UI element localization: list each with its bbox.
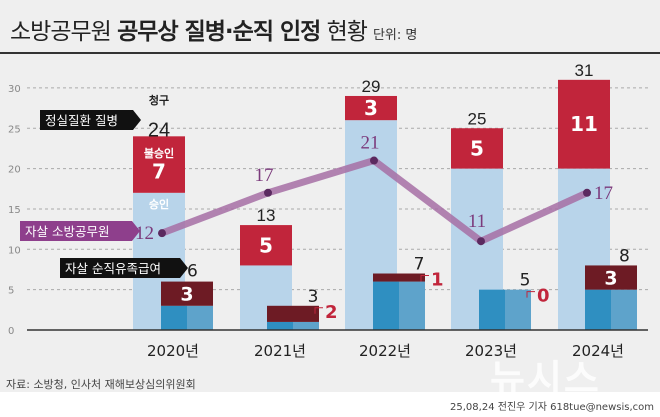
source-note: 자료: 소방청, 인사처 재해보상심의위원회 (6, 378, 196, 391)
suicide-value-label: 17 (255, 165, 274, 186)
rejected-header: 불승인 (144, 146, 174, 160)
claims-label: 29 (362, 77, 381, 96)
sub-bar-approved (373, 281, 399, 330)
suicide-benefit-tag (60, 258, 188, 278)
newsis-logo: 뉴시스 (490, 357, 601, 401)
suicide-value-label: 17 (594, 183, 613, 204)
claims-label: 13 (257, 206, 276, 225)
leader-line (314, 307, 323, 314)
suicide-value-label: 21 (361, 133, 380, 154)
suicide-point (158, 229, 166, 238)
claims-header: 청구 (149, 93, 169, 107)
sub-claims-label: 8 (619, 246, 630, 266)
credit-line: 25,08,24 전진우 기자 618tue@newsis,com (450, 402, 654, 413)
mental-illness-label: 정실질환 질병 (45, 113, 118, 128)
x-tick-label: 2021년 (254, 342, 306, 360)
y-tick-label: 15 (8, 205, 21, 216)
sub-bar-approved (187, 305, 213, 330)
leader-line (420, 275, 429, 282)
suicide-value-label: 11 (468, 211, 486, 232)
bar-rejected (345, 95, 397, 121)
rejected-value-label: 5 (259, 233, 273, 257)
chart-background (0, 0, 660, 392)
sub-bar-approved (267, 321, 293, 330)
sub-claims-label: 3 (308, 287, 319, 307)
bar-rejected (558, 79, 610, 169)
bar-rejected (451, 128, 503, 169)
suicide-benefit-label: 자살 순직유족급여 (65, 261, 161, 276)
suicide-label: 자살 소방공무원 (25, 224, 109, 239)
sub-claims-label: 7 (414, 255, 425, 275)
sub-rejected-value-label: 3 (180, 284, 193, 306)
y-tick-label: 20 (8, 165, 21, 176)
suicide-point (583, 188, 591, 197)
unit-label: 단위: 명 (372, 28, 418, 43)
x-tick-label: 2020년 (147, 342, 199, 360)
sub-bar-rejected (267, 305, 319, 322)
bar-rejected (133, 136, 185, 193)
x-tick-label: 2023년 (465, 342, 517, 360)
x-tick-label: 2024년 (572, 342, 624, 360)
sub-rejected-value-label: 3 (604, 268, 617, 290)
sub-bar-rejected (161, 281, 213, 306)
y-tick-label: 5 (8, 286, 14, 297)
y-tick-label: 25 (8, 124, 21, 135)
claims-label: 31 (575, 61, 594, 80)
rejected-value-label: 11 (570, 112, 598, 136)
bar-rejected (240, 225, 292, 266)
claims-label: 24 (148, 119, 170, 141)
sub-bar-approved (161, 305, 187, 330)
sub-bar-rejected (585, 265, 637, 290)
sub-bar-approved (479, 289, 505, 330)
rejected-value-label: 3 (364, 96, 378, 120)
suicide-point (264, 188, 272, 197)
y-tick-label: 10 (8, 245, 21, 256)
sub-rejected-value-label: 0 (537, 286, 550, 307)
rejected-value-label: 5 (470, 136, 484, 160)
sub-bar-approved (585, 289, 611, 330)
sub-rejected-value-label: 2 (325, 302, 338, 323)
x-tick-label: 2022년 (359, 342, 411, 360)
approved-header: 승인 (149, 197, 169, 211)
claims-label: 25 (468, 109, 487, 128)
sub-bar-approved (399, 281, 425, 330)
sub-rejected-value-label: 1 (431, 270, 444, 291)
title-divider (0, 52, 660, 54)
y-tick-label: 0 (8, 326, 14, 337)
sub-claims-label: 5 (520, 271, 531, 291)
sub-bar-approved (293, 321, 319, 330)
rejected-value-label: 7 (152, 160, 166, 184)
suicide-point (477, 237, 485, 246)
mental-illness-tag (40, 110, 141, 130)
leader-line (526, 291, 535, 298)
sub-claims-label: 6 (187, 262, 198, 282)
suicide-point (370, 156, 378, 165)
suicide-value-label: 12 (135, 223, 154, 244)
sub-bar-rejected (373, 273, 425, 282)
suicide-tag (20, 221, 140, 241)
chart-title: 소방공무원 공무상 질병·순직 인정 현황 단위: 명 (10, 19, 418, 45)
sub-bar-approved (611, 289, 637, 330)
y-tick-label: 30 (8, 84, 21, 95)
